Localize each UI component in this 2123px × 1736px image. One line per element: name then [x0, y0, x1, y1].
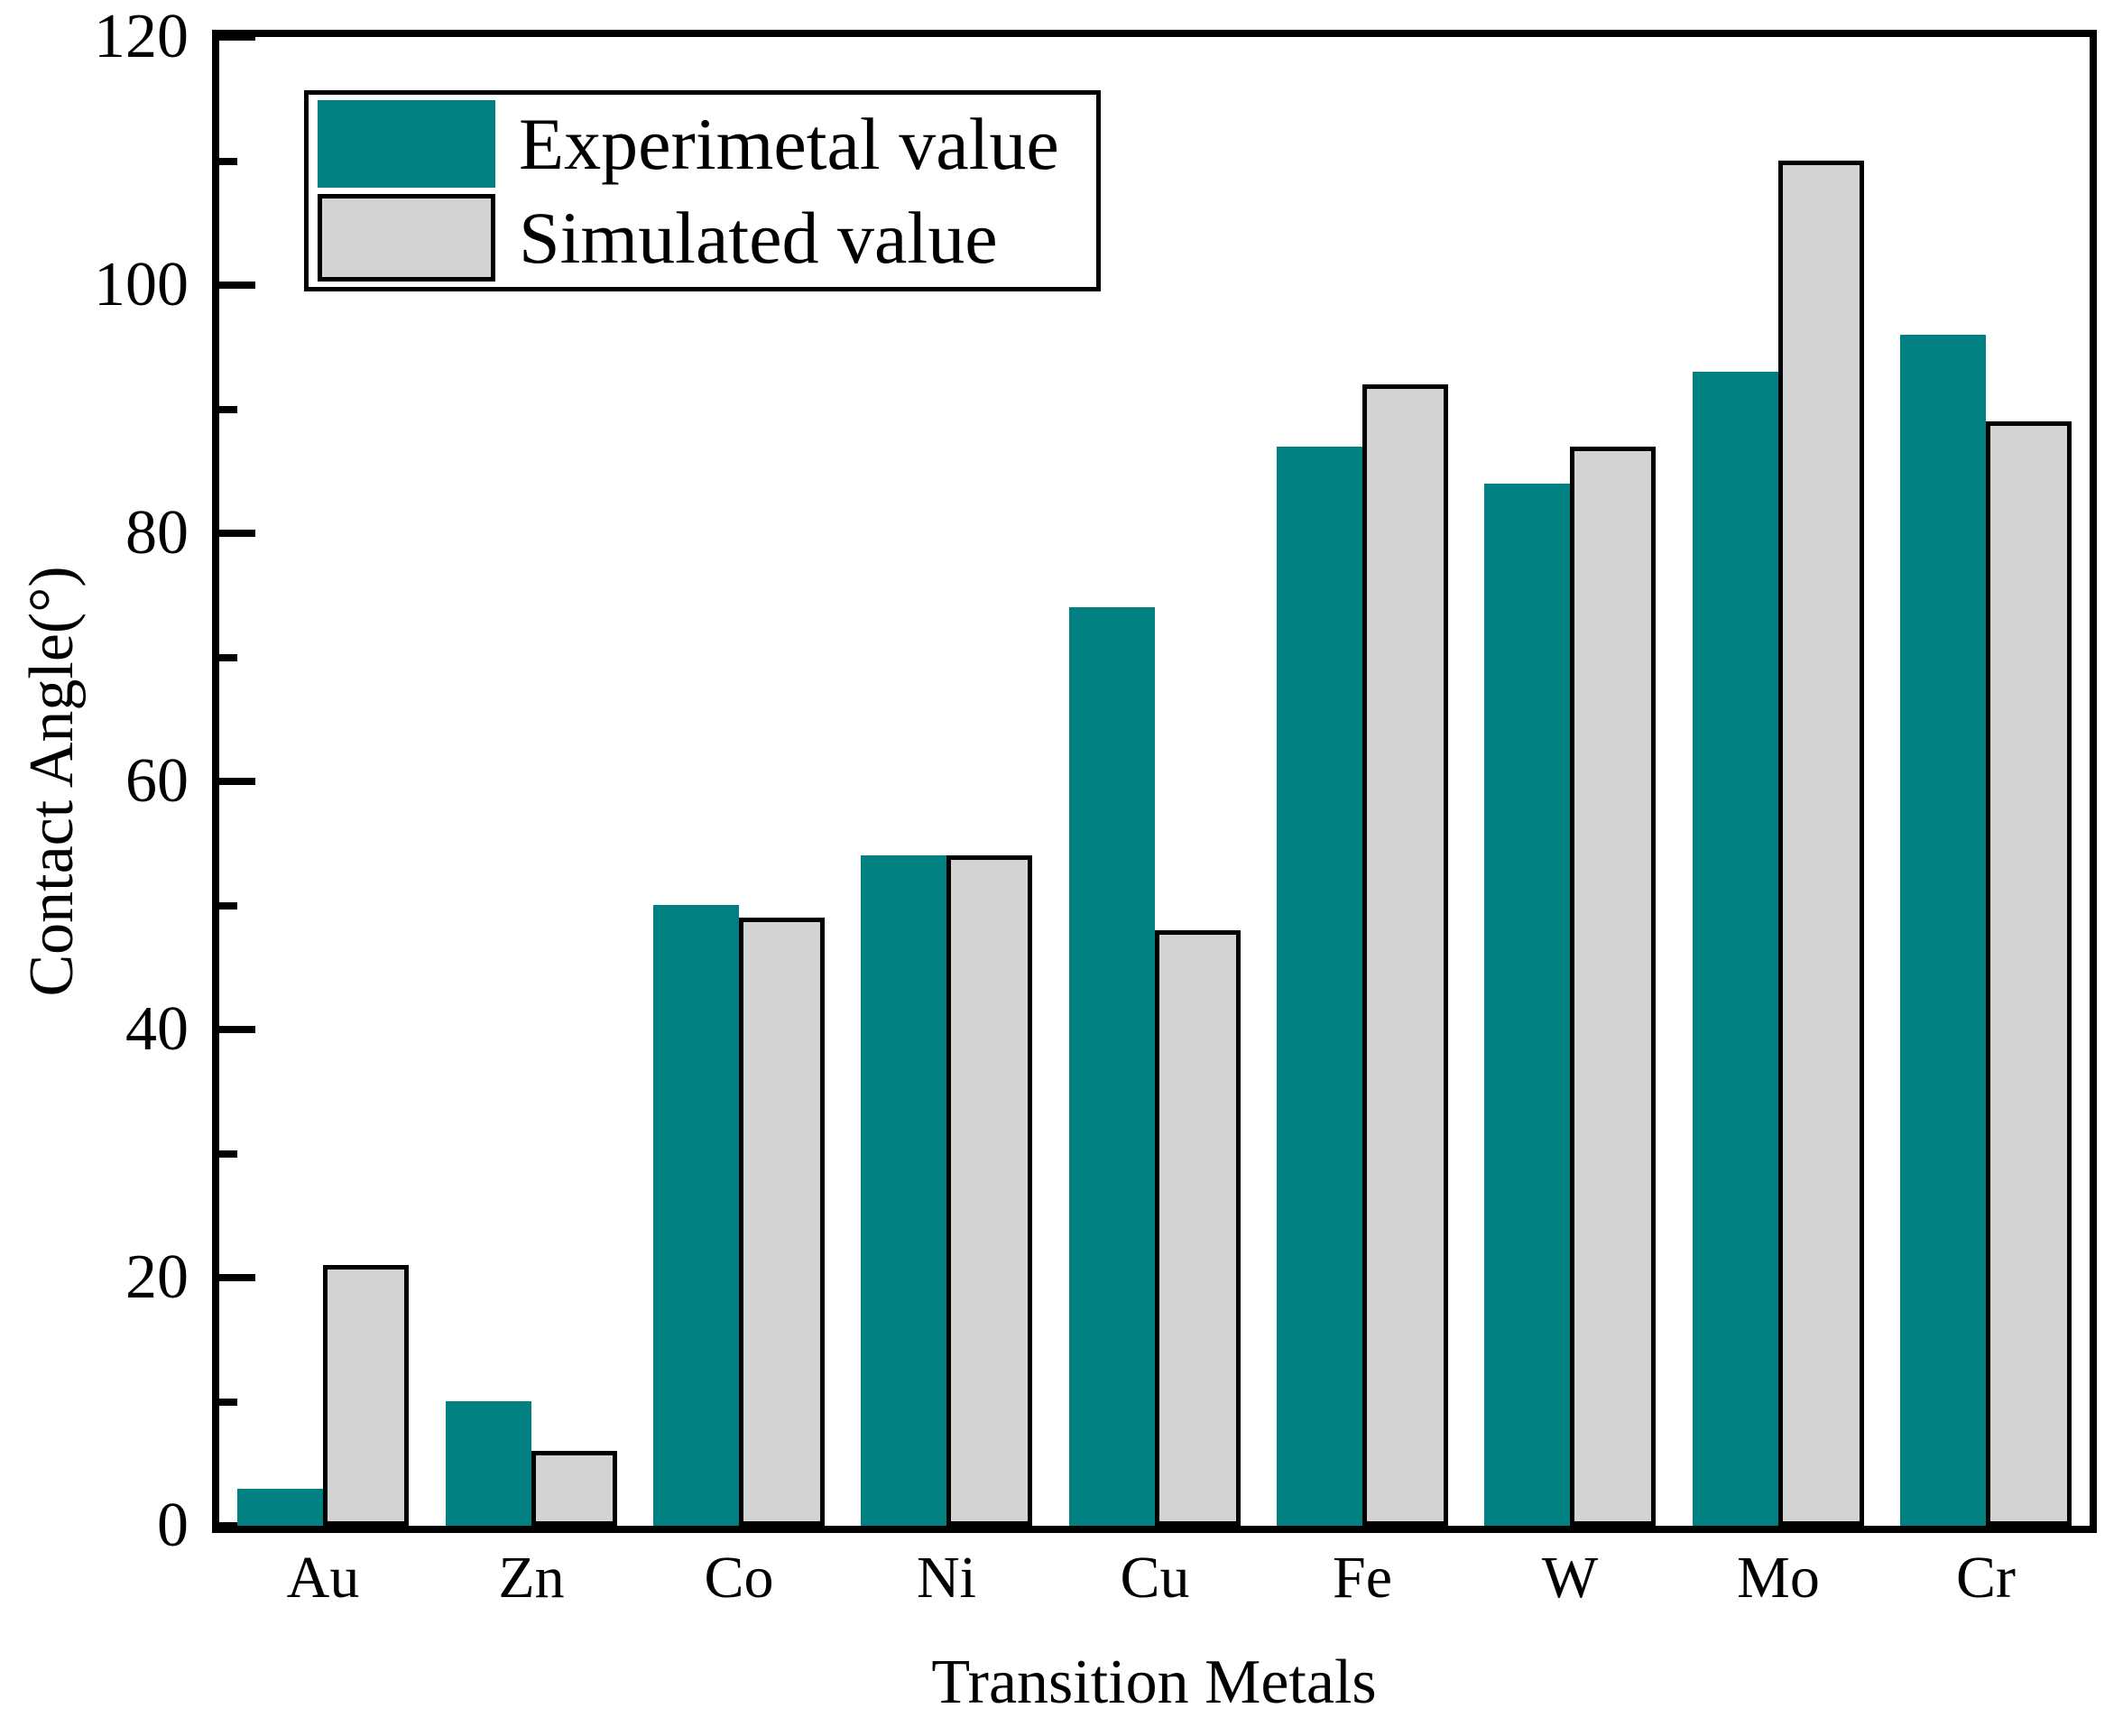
x-tick-label-Fe: Fe	[1333, 1545, 1392, 1611]
legend: Experimetal value Simulated value	[304, 90, 1101, 291]
bar-simulated-Au	[323, 1265, 409, 1526]
x-tick-label-Au: Au	[286, 1545, 360, 1611]
y-major-tick	[219, 1274, 255, 1281]
x-tick-label-Zn: Zn	[498, 1545, 565, 1611]
y-tick-label: 80	[125, 498, 189, 568]
x-tick-label-Co: Co	[704, 1545, 774, 1611]
legend-item-experimental: Experimetal value	[318, 100, 1059, 188]
bar-experimental-Mo	[1693, 372, 1778, 1526]
y-major-tick	[219, 1026, 255, 1033]
bar-simulated-Mo	[1778, 161, 1864, 1526]
y-major-tick	[219, 778, 255, 785]
y-minor-tick	[219, 406, 237, 413]
x-tick-label-Cr: Cr	[1956, 1545, 2016, 1611]
legend-item-simulated: Simulated value	[318, 194, 998, 282]
bar-simulated-Cr	[1986, 421, 2072, 1526]
bar-simulated-W	[1570, 447, 1656, 1526]
y-tick-label: 20	[125, 1242, 189, 1312]
y-major-tick	[219, 282, 255, 289]
y-tick-label: 100	[94, 250, 189, 319]
y-tick-label: 0	[157, 1491, 189, 1560]
x-tick-label-W: W	[1541, 1545, 1599, 1611]
y-major-tick	[219, 33, 255, 41]
bar-experimental-Zn	[446, 1401, 531, 1526]
x-tick-label-Cu: Cu	[1120, 1545, 1190, 1611]
x-tick-label-Ni: Ni	[917, 1545, 976, 1611]
y-minor-tick	[219, 158, 237, 165]
bar-simulated-Co	[739, 918, 825, 1526]
bar-experimental-Au	[237, 1489, 323, 1526]
x-tick-label-Mo: Mo	[1737, 1545, 1820, 1611]
y-major-tick	[219, 530, 255, 537]
y-minor-tick	[219, 1150, 237, 1158]
y-minor-tick	[219, 902, 237, 910]
bar-simulated-Ni	[946, 855, 1032, 1526]
bar-experimental-W	[1484, 484, 1570, 1526]
bar-experimental-Ni	[861, 855, 946, 1526]
bar-experimental-Cu	[1069, 607, 1155, 1526]
y-tick-label: 40	[125, 994, 189, 1064]
bar-simulated-Cu	[1155, 930, 1241, 1526]
y-minor-tick	[219, 654, 237, 661]
bar-experimental-Fe	[1277, 447, 1362, 1526]
simulated-series-swatch	[318, 194, 495, 282]
y-axis-title: Contact Angle(°)	[17, 566, 87, 997]
bar-simulated-Zn	[531, 1451, 617, 1526]
x-axis-title: Transition Metals	[931, 1648, 1377, 1717]
legend-label-experimental: Experimetal value	[519, 102, 1059, 185]
experimental-series-swatch	[318, 100, 495, 188]
legend-label-simulated: Simulated value	[519, 196, 998, 279]
y-minor-tick	[219, 1399, 237, 1406]
y-tick-label: 120	[94, 2, 189, 71]
bar-experimental-Cr	[1900, 335, 1986, 1526]
bar-experimental-Co	[653, 905, 739, 1526]
y-tick-label: 60	[125, 746, 189, 816]
bar-simulated-Fe	[1362, 384, 1448, 1526]
